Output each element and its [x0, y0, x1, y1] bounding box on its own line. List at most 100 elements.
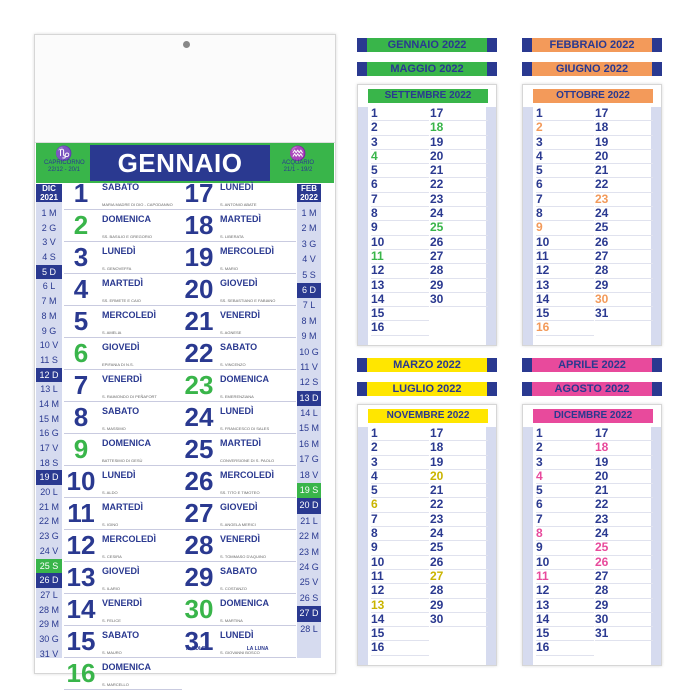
saint-name: S. AMELIA	[102, 330, 122, 335]
saint-name: S. ANTONIO ABATE	[220, 202, 257, 207]
mini-day-row: 11	[536, 249, 594, 265]
mini-day-number: 1	[536, 106, 543, 120]
mini-day-number: 12	[536, 583, 550, 598]
aquarius-icon: ♒	[289, 145, 307, 161]
day-number: 4	[73, 274, 89, 304]
day-number: 16	[66, 658, 96, 688]
mini-day-number: 4	[371, 148, 378, 163]
mini-day-number: 2	[371, 440, 378, 455]
mini-day-number: 25	[595, 540, 609, 555]
day-name: MARTEDÌ	[102, 502, 143, 512]
day-number: 18	[184, 210, 214, 240]
mini-days-column: 1 2 3 4 5 6 7 8 9 10 11 12 13 14 15 16	[371, 107, 429, 336]
day-name: DOMENICA	[102, 214, 151, 224]
mini-prev-column	[358, 107, 368, 345]
mini-day-number: 5	[536, 163, 543, 178]
mini-day-row: 25	[430, 221, 488, 236]
next-month-day: 15 M	[298, 423, 319, 434]
next-month-day: 5 S	[302, 269, 316, 280]
day-row: 17 LUNEDÌ S. ANTONIO ABATE	[182, 178, 296, 210]
saint-name: S. RAIMONDO DI PEÑAFORT	[102, 394, 157, 399]
mini-day-row: 16	[536, 641, 594, 656]
mini-calendar-title: OTTOBRE 2022	[533, 89, 653, 103]
saint-name: S. ANGELA MERICI	[220, 522, 256, 527]
mini-day-number: 3	[536, 134, 543, 149]
mini-day-number: 20	[430, 468, 444, 483]
mini-day-number: 14	[371, 611, 385, 626]
next-month-day: 9 M	[301, 331, 317, 342]
blank-top-area	[35, 35, 335, 143]
mini-day-number: 18	[430, 440, 444, 455]
mini-day-row: 4	[536, 469, 594, 485]
mini-day-number: 26	[430, 554, 444, 569]
mini-day-row: 18	[430, 121, 488, 136]
mini-day-row: 19	[430, 454, 488, 470]
mini-day-number: 17	[595, 426, 609, 440]
mini-day-row: 20	[595, 469, 653, 485]
capricorn-icon: ♑	[55, 145, 73, 161]
mini-day-row: 15	[536, 307, 594, 322]
mini-day-number: 15	[536, 626, 550, 641]
day-name: SABATO	[102, 182, 140, 192]
mini-day-number: 25	[430, 540, 444, 555]
mini-day-number: 7	[536, 191, 543, 206]
next-month-day: 26 S	[299, 592, 319, 603]
mini-day-row: 30	[430, 611, 488, 628]
next-month-day: 16 M	[298, 438, 319, 449]
prev-month-day: 9 G	[41, 325, 57, 336]
mini-day-row: 1	[536, 106, 594, 122]
mini-day-row: 11	[371, 569, 429, 585]
prev-month-day: 16 G	[39, 428, 59, 439]
mini-day-number: 16	[371, 640, 385, 655]
mini-day-number: 19	[430, 454, 444, 469]
mini-day-number: 15	[371, 626, 385, 641]
saint-name: SS. SEBASTIANO E FABIANO	[220, 298, 276, 303]
mini-day-row: 8	[371, 206, 429, 222]
day-number: 8	[73, 402, 89, 432]
day-name: LUNEDÌ	[220, 630, 254, 640]
mini-day-row: 4	[536, 149, 594, 165]
saint-name: EPIFANIA DI N.S.	[102, 362, 134, 367]
mini-day-number: 30	[430, 611, 444, 626]
mini-calendar: OTTOBRE 2022 1 2 3 4 5 6 7 8 9 10 11 12 13 14 15 16 17 18 1…	[522, 84, 662, 346]
saint-name: S. AGNESE	[220, 330, 242, 335]
day-row: 28 VENERDÌ S. TOMMASO D'AQUINO	[182, 530, 296, 562]
mini-day-number: 30	[595, 611, 609, 626]
day-row: 13 GIOVEDÌ S. ILARIO	[64, 562, 182, 594]
mini-day-number: 11	[371, 248, 384, 263]
day-name: MERCOLEDÌ	[102, 534, 156, 544]
mini-day-number: 13	[371, 277, 385, 292]
saint-name: S. FRANCESCO DI SALES	[220, 426, 270, 431]
mini-day-row: 8	[536, 526, 594, 542]
mini-day-number: 8	[371, 206, 378, 221]
mini-day-number: 14	[536, 611, 550, 626]
saint-name: S. ALDO	[102, 490, 118, 495]
next-month-day: 6 D	[297, 282, 321, 299]
mini-day-row: 13	[536, 278, 594, 293]
mini-day-number: 20	[430, 148, 444, 163]
day-number: 11	[67, 498, 95, 528]
mini-day-number: 3	[536, 454, 543, 469]
saint-name: MARIA MADRE DI DIO - CAPODANNO	[102, 202, 173, 207]
mini-day-row: 16	[371, 321, 429, 336]
day-number: 27	[184, 498, 214, 528]
moon-legend-label: LA LUNA	[246, 646, 269, 652]
mini-day-number: 8	[536, 526, 543, 541]
day-row: 9 DOMENICA BATTESIMO DI GESÙ	[64, 434, 182, 466]
mini-day-number: 22	[595, 497, 609, 512]
mini-day-number: 9	[371, 540, 378, 555]
mini-day-row: 27	[595, 569, 653, 585]
next-month-day: 23 M	[298, 546, 319, 557]
mini-day-row: 27	[595, 249, 653, 265]
mini-day-number: 21	[595, 483, 609, 498]
mini-day-row: 19	[595, 135, 653, 150]
mini-day-number: 12	[371, 263, 385, 278]
mini-day-row: 2	[536, 441, 594, 456]
day-row: 19 MERCOLEDÌ S. MARIO	[182, 242, 296, 274]
next-month-day: 1 M	[301, 208, 317, 218]
saint-name: S. VINCENZO	[220, 362, 246, 367]
mini-day-number: 1	[536, 426, 543, 440]
day-row: 3 LUNEDÌ S. GENOVEFFA	[64, 242, 182, 274]
mini-day-row: 29	[595, 598, 653, 613]
